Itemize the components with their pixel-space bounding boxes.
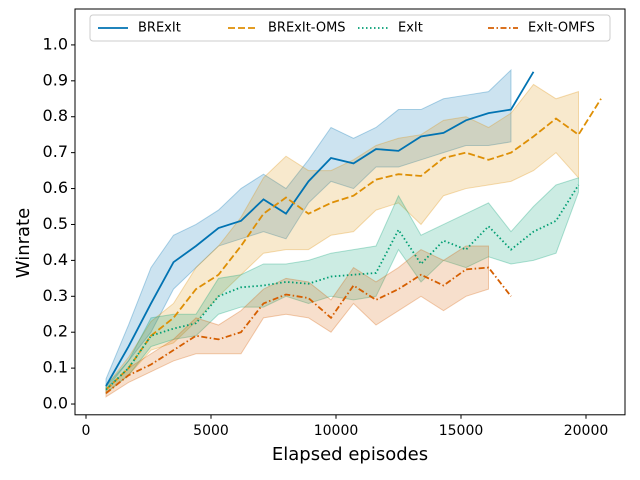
y-tick-label: 0.7	[43, 142, 68, 161]
x-tick-label: 15000	[439, 423, 484, 439]
y-tick-label: 0.1	[43, 358, 68, 377]
y-tick-label: 1.0	[43, 34, 68, 53]
confidence-band	[105, 245, 489, 398]
x-tick-label: 10000	[314, 423, 359, 439]
y-tick-label: 0.4	[43, 250, 68, 269]
series-line	[105, 98, 602, 391]
y-tick-label: 0.5	[43, 214, 68, 233]
legend-label: ExIt	[398, 21, 423, 36]
legend-box	[89, 14, 611, 42]
x-axis-label: Elapsed episodes	[272, 444, 428, 465]
x-tick-label: 0	[82, 423, 91, 439]
legend-label: BRExIt	[138, 21, 181, 36]
series-line	[105, 266, 512, 394]
series-line	[105, 184, 580, 391]
confidence-band	[105, 68, 512, 392]
x-tick-label: 5000	[193, 423, 229, 439]
y-tick-label: 0.8	[43, 106, 68, 125]
plot-frame	[74, 8, 626, 416]
y-tick-label: 0.2	[43, 322, 68, 341]
confidence-band	[105, 83, 579, 395]
x-tick-label: 20000	[564, 423, 609, 439]
series-line	[105, 71, 535, 387]
y-tick-label: 0.9	[43, 70, 68, 89]
y-tick-label: 0.3	[43, 286, 68, 305]
y-tick-label: 0.0	[43, 394, 68, 413]
y-axis-label: Winrate	[13, 208, 34, 278]
legend-label: BRExIt-OMS	[268, 21, 346, 36]
confidence-band	[105, 177, 579, 395]
y-tick-label: 0.6	[43, 178, 68, 197]
legend-label: ExIt-OMFS	[528, 21, 595, 36]
